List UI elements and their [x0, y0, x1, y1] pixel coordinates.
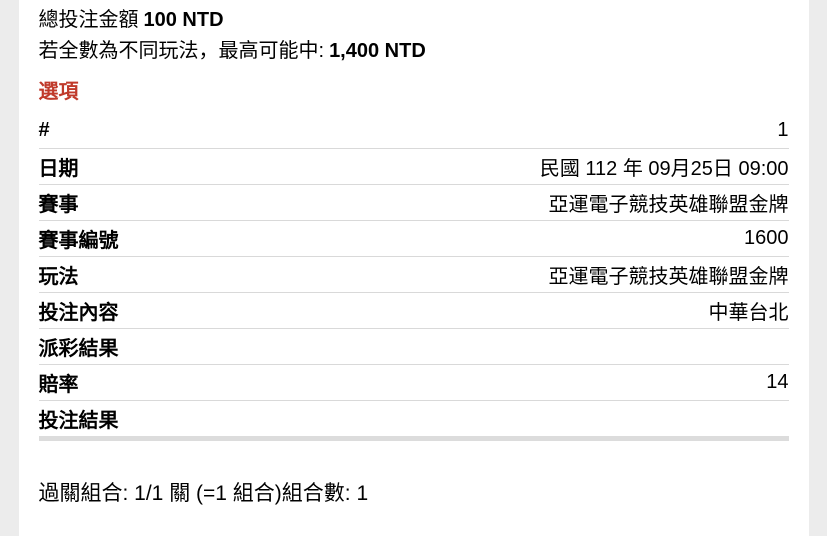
detail-row-value: 1600: [744, 227, 789, 249]
bet-slip-panel: 總投注金額 100 NTD 若全數為不同玩法，最高可能中: 1,400 NTD 選項…: [18, 0, 809, 536]
options-heading: 選項: [38, 81, 79, 103]
detail-row-label: 玩法: [38, 266, 79, 288]
detail-row-label: 派彩結果: [38, 338, 119, 360]
max-win-line: 若全數為不同玩法，最高可能中: 1,400 NTD: [39, 36, 789, 67]
detail-row: 賽事編號 1600: [38, 221, 789, 257]
detail-row: 投注結果: [39, 401, 789, 436]
detail-row: 投注內容 中華台北: [38, 293, 789, 329]
detail-row-value: 1: [777, 119, 789, 141]
detail-row-label: 投注內容: [38, 302, 119, 324]
detail-row-label: 賽事編號: [38, 230, 119, 252]
detail-row-label: 賽事: [38, 194, 79, 216]
detail-row: 玩法 亞運電子競技英雄聯盟金牌: [38, 257, 789, 293]
total-bet-value: 100 NTD: [143, 9, 224, 31]
detail-row-value: 亞運電子競技英雄聯盟金牌: [548, 266, 789, 288]
table-bottom-divider: [38, 436, 789, 441]
detail-row-label: 日期: [38, 158, 79, 180]
detail-row-label: 投注結果: [38, 410, 119, 432]
bet-details-table: # 1 日期 民國 112 年 09月25日 09:00 賽事 亞運電子競技英雄…: [38, 113, 789, 436]
detail-row-value: 中華台北: [708, 302, 789, 324]
detail-row: 賠率 14: [38, 365, 789, 401]
detail-row-label: 賠率: [38, 374, 79, 396]
max-win-label: 若全數為不同玩法，最高可能中:: [38, 40, 325, 62]
detail-row: 派彩結果: [38, 329, 789, 365]
total-bet-line: 總投注金額 100 NTD: [39, 5, 789, 36]
combo-summary-text: 過關組合: 1/1 關 (=1 組合)組合數: 1: [38, 482, 369, 505]
detail-row-value: 14: [766, 371, 789, 393]
detail-row: # 1: [38, 113, 789, 149]
detail-row-value: 亞運電子競技英雄聯盟金牌: [548, 194, 789, 216]
detail-row-label: #: [38, 119, 50, 141]
max-win-value: 1,400 NTD: [329, 40, 426, 62]
bet-summary: 總投注金額 100 NTD 若全數為不同玩法，最高可能中: 1,400 NTD: [39, 5, 789, 67]
total-bet-label: 總投注金額: [38, 9, 139, 31]
detail-row-value: 民國 112 年 09月25日 09:00: [539, 158, 789, 180]
detail-row: 賽事 亞運電子競技英雄聯盟金牌: [38, 185, 789, 221]
detail-row: 日期 民國 112 年 09月25日 09:00: [38, 149, 789, 185]
